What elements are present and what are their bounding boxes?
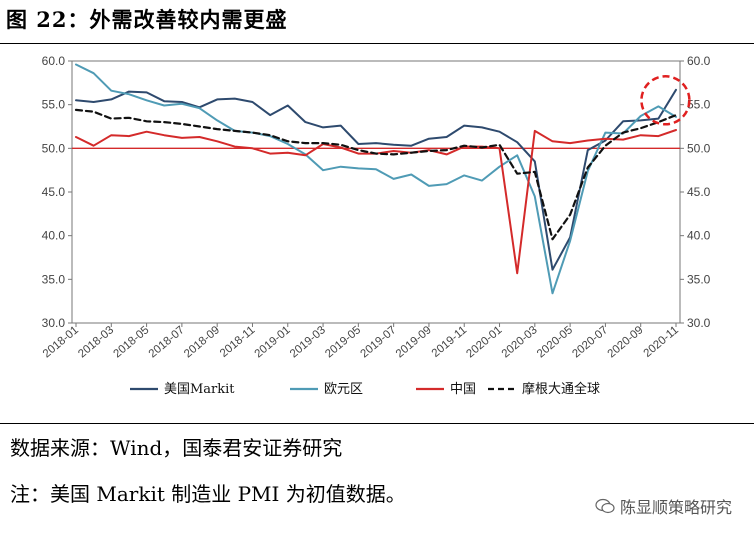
y-tick-label-right: 35.0 — [687, 272, 711, 286]
pmi-line-chart: 30.0 30.0 35.0 35.0 40.0 40.0 45.0 45.0 50.0 50.0… — [41, 54, 711, 397]
y-tick-label-right: 55.0 — [687, 98, 711, 112]
x-tick-label: 2020-11 — [642, 324, 681, 360]
y-tick-label-left: 45.0 — [42, 185, 66, 199]
x-tick-label: 2019-07 — [359, 324, 399, 360]
legend-label-0: 美国Markit — [164, 382, 235, 397]
x-tick-label: 2020-05 — [535, 324, 575, 360]
series-line-2 — [75, 129, 677, 275]
series-line-1 — [75, 63, 677, 295]
legend-label-3: 摩根大通全球 — [522, 381, 600, 397]
x-tick-label: 2020-09 — [606, 324, 646, 360]
bottom-rule — [0, 423, 754, 424]
highlight-circle — [640, 75, 691, 126]
legend-label-1: 欧元区 — [324, 382, 363, 397]
legend-label-2: 中国 — [450, 382, 476, 397]
x-tick-label: 2019-11 — [430, 324, 469, 360]
y-tick-label-left: 50.0 — [42, 141, 66, 155]
title-rule — [0, 43, 754, 44]
figure-title: 图 22：外需改善较内需更盛 — [6, 7, 288, 32]
series-line-0 — [75, 88, 677, 271]
y-tick-label-left: 35.0 — [42, 272, 66, 286]
x-tick-label: 2019-03 — [288, 324, 328, 360]
x-tick-label: 2018-05 — [111, 324, 151, 360]
x-tick-label: 2019-05 — [323, 324, 363, 360]
x-tick-label: 2020-01 — [464, 324, 504, 360]
series-line-3 — [74, 108, 678, 241]
y-tick-label-right: 30.0 — [687, 316, 711, 330]
source-text: 数据来源：Wind，国泰君安证券研究 — [10, 436, 343, 460]
y-tick-label-left: 55.0 — [42, 98, 66, 112]
watermark: 陈显顺策略研究 — [595, 494, 732, 518]
x-tick-label: 2018-09 — [182, 324, 222, 360]
y-tick-label-right: 60.0 — [687, 54, 711, 68]
wechat-icon — [595, 498, 615, 514]
x-tick-label: 2020-07 — [570, 324, 610, 360]
y-tick-label-left: 60.0 — [42, 54, 66, 68]
x-tick-label: 2019-01 — [253, 324, 293, 360]
y-tick-label-right: 50.0 — [687, 141, 711, 155]
watermark-text: 陈显顺策略研究 — [619, 498, 732, 517]
y-tick-label-left: 40.0 — [42, 229, 66, 243]
x-tick-label: 2018-03 — [76, 324, 116, 360]
note-text: 注：美国 Markit 制造业 PMI 为初值数据。 — [10, 482, 406, 506]
x-tick-label: 2020-03 — [500, 324, 540, 360]
x-tick-label: 2018-07 — [147, 324, 187, 360]
x-tick-label: 2019-09 — [394, 324, 434, 360]
x-tick-label: 2018-11 — [218, 324, 257, 360]
y-tick-label-right: 40.0 — [687, 229, 711, 243]
y-tick-label-left: 30.0 — [42, 316, 66, 330]
y-tick-label-right: 45.0 — [687, 185, 711, 199]
